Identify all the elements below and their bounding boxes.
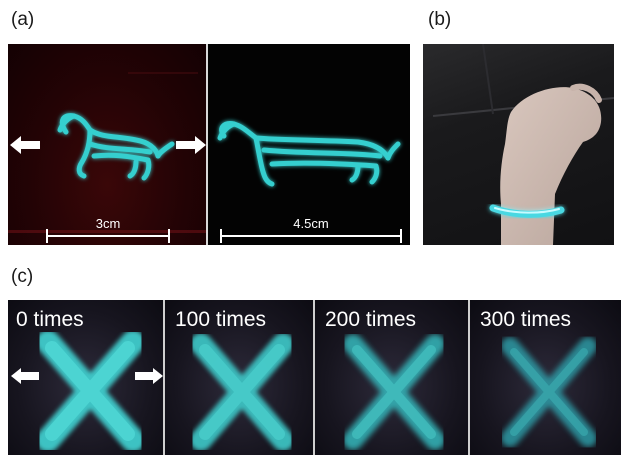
stage-label-200: 200 times xyxy=(325,308,417,331)
panel-c-divider-3 xyxy=(468,300,470,455)
photo-x-0-times: 0 times xyxy=(8,300,163,455)
dog-outline-small xyxy=(8,72,206,233)
arrow-right-icon xyxy=(176,136,206,154)
stage-label-100: 100 times xyxy=(175,308,267,331)
photo-dog-stretched: 4.5cm xyxy=(208,44,410,245)
stage-label-0: 0 times xyxy=(16,308,84,331)
panel-c-divider-1 xyxy=(163,300,165,455)
panel-c-divider-2 xyxy=(313,300,315,455)
x-sample-100 xyxy=(190,333,294,451)
arrow-left-icon xyxy=(10,136,40,154)
stage-label-300: 300 times xyxy=(480,308,572,331)
dog-outline-stretched xyxy=(217,121,401,187)
scale-label-3cm: 3cm xyxy=(95,216,121,231)
photo-dog-unstretched: 3cm xyxy=(8,44,206,245)
panel-label-a: (a) xyxy=(11,9,35,30)
arrow-left-icon xyxy=(11,368,39,384)
x-sample-200 xyxy=(343,334,445,450)
panel-label-b: (b) xyxy=(428,9,452,30)
scale-bar-4-5cm: 4.5cm xyxy=(220,216,402,243)
photo-x-200-times: 200 times xyxy=(315,300,468,455)
scale-bar-3cm: 3cm xyxy=(46,216,170,243)
arrow-right-icon xyxy=(135,368,163,384)
x-sample-0 xyxy=(36,330,145,452)
photo-wrist-bracelet xyxy=(423,44,614,245)
panel-label-c: (c) xyxy=(11,266,34,287)
photo-x-300-times: 300 times xyxy=(470,300,621,455)
photo-x-100-times: 100 times xyxy=(165,300,313,455)
x-sample-300 xyxy=(501,337,597,447)
scale-label-4-5cm: 4.5cm xyxy=(293,216,329,231)
hand-with-bracelet xyxy=(432,44,614,245)
panel-a-divider xyxy=(206,44,208,245)
